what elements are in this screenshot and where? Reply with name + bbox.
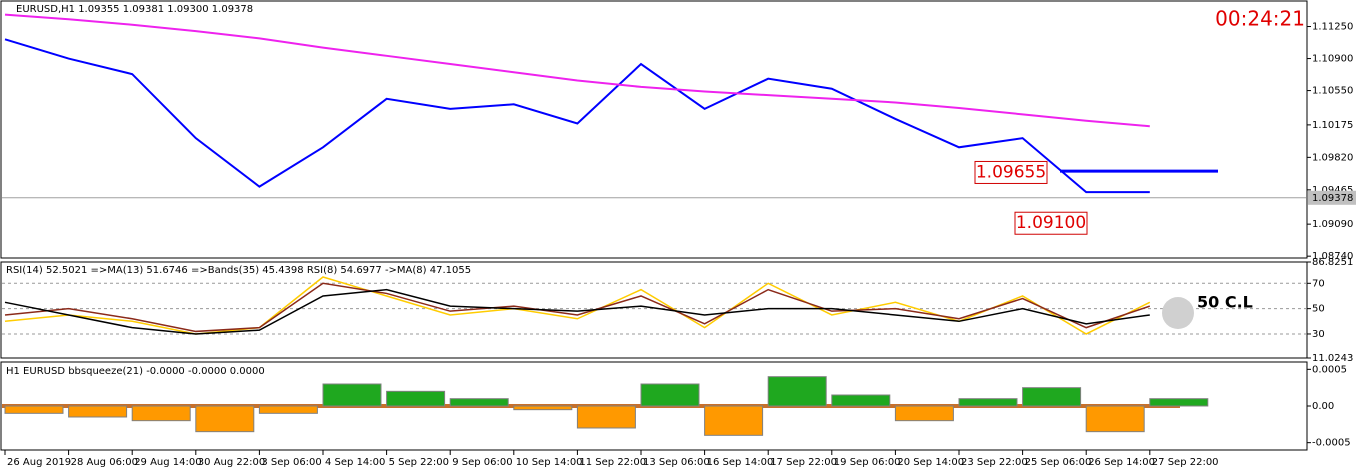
x-tick-label: 3 Sep 06:00 — [261, 457, 321, 468]
y-tick-label: 1.09465 — [1312, 185, 1353, 196]
annotation-box — [1014, 211, 1088, 235]
bar — [576, 405, 636, 429]
annotation-label: 1.09100 — [1016, 213, 1086, 233]
bar — [4, 405, 64, 414]
rsi-header: RSI(14) 52.5021 =>MA(13) 51.6746 =>Bands… — [6, 265, 471, 276]
y-tick-label: 30 — [1312, 329, 1325, 340]
bar — [322, 383, 382, 407]
y-tick-label: 11.0243 — [1312, 353, 1353, 364]
panel-frame — [0, 261, 1308, 359]
y-tick-label: 1.11250 — [1312, 22, 1353, 33]
bar — [131, 405, 191, 422]
series-line — [4, 276, 1151, 335]
note-marker — [1162, 297, 1194, 329]
bar — [704, 405, 764, 436]
annotation-label: 1.09655 — [976, 162, 1046, 182]
y-tick-label: 1.09090 — [1312, 219, 1353, 230]
x-tick-label: 25 Sep 06:00 — [1025, 457, 1092, 468]
x-tick-label: 27 Sep 22:00 — [1152, 457, 1219, 468]
y-tick-label: 1.10550 — [1312, 86, 1353, 97]
x-tick-label: 30 Aug 22:00 — [198, 457, 265, 468]
bar — [894, 405, 954, 422]
y-tick-label: 1.09820 — [1312, 152, 1353, 163]
x-tick-label: 9 Sep 06:00 — [452, 457, 512, 468]
series-line — [4, 38, 1150, 194]
bar — [640, 383, 700, 407]
x-tick-label: 26 Aug 2019 — [7, 457, 71, 468]
bar — [195, 405, 255, 433]
y-tick-label: 50 — [1312, 304, 1325, 315]
bar — [1022, 387, 1082, 407]
y-tick-label: 1.08740 — [1312, 251, 1353, 262]
bar — [1149, 398, 1209, 407]
bar — [958, 398, 1018, 407]
y-tick-label: 86.8251 — [1312, 257, 1353, 268]
series-line — [4, 288, 1150, 335]
chart-header: EURUSD,H1 1.09355 1.09381 1.09300 1.0937… — [16, 4, 253, 15]
y-tick-label: -0.0005 — [1312, 438, 1351, 449]
price-tag — [1308, 190, 1356, 205]
y-tick-label: 1.10900 — [1312, 54, 1353, 65]
squeeze-header: H1 EURUSD bbsqueeze(21) -0.0000 -0.0000 … — [6, 366, 265, 377]
x-tick-label: 4 Sep 14:00 — [325, 457, 385, 468]
x-tick-label: 10 Sep 14:00 — [516, 457, 583, 468]
x-tick-label: 5 Sep 22:00 — [389, 457, 449, 468]
series-line — [4, 282, 1151, 333]
x-tick-label: 29 Aug 14:00 — [134, 457, 201, 468]
bar — [767, 376, 827, 407]
x-tick-label: 20 Sep 14:00 — [897, 457, 964, 468]
price-tag-label: 1.09378 — [1312, 193, 1353, 204]
bar — [449, 398, 509, 407]
bar — [1085, 405, 1145, 433]
timer: 00:24:21 — [1215, 7, 1305, 31]
x-tick-label: 26 Sep 14:00 — [1088, 457, 1155, 468]
panel-frame — [0, 0, 1308, 259]
bar — [258, 405, 318, 414]
series-line — [4, 13, 1150, 128]
bar — [831, 394, 891, 407]
y-tick-label: 0.00 — [1312, 401, 1334, 412]
x-tick-label: 28 Aug 06:00 — [71, 457, 138, 468]
x-tick-label: 23 Sep 22:00 — [961, 457, 1028, 468]
y-tick-label: 0.0005 — [1312, 364, 1347, 375]
x-tick-label: 16 Sep 14:00 — [707, 457, 774, 468]
note-label: 50 C.L — [1197, 293, 1253, 312]
x-tick-label: 11 Sep 22:00 — [579, 457, 646, 468]
y-tick-label: 70 — [1312, 278, 1325, 289]
x-tick-label: 17 Sep 22:00 — [770, 457, 837, 468]
x-tick-label: 19 Sep 06:00 — [834, 457, 901, 468]
bar — [386, 390, 446, 407]
bar — [513, 405, 573, 411]
y-tick-label: 1.10175 — [1312, 120, 1353, 131]
x-tick-label: 13 Sep 06:00 — [643, 457, 710, 468]
bar — [68, 405, 128, 418]
annotation-box — [974, 160, 1048, 184]
